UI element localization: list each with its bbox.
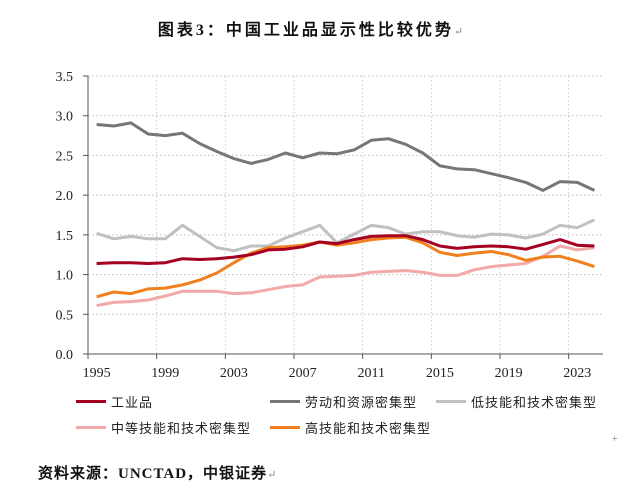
y-tick-label: 2.0 (56, 189, 74, 204)
x-tick-label: 2003 (220, 366, 248, 381)
edge-mark-icon: + (612, 434, 618, 445)
x-tick-label: 1999 (151, 366, 179, 381)
gridlines (88, 75, 603, 354)
paragraph-mark-icon: ↵ (453, 26, 464, 38)
series-line-0 (96, 234, 595, 265)
tick-labels: 0.0 0.5 1.0 1.5 2.0 2.5 3.0 3.5 1995 1999 2003 2007… (56, 70, 592, 381)
legend-swatch (270, 400, 300, 403)
chart-title: 图表3：中国工业品显示性比较优势↵ (0, 16, 621, 40)
legend-item-labor-resource: 劳动和资源密集型 (270, 392, 417, 411)
y-tick-label: 2.5 (56, 149, 74, 164)
legend-item-medium-tech: 中等技能和技术密集型 (76, 418, 251, 437)
x-tick-label: 2015 (426, 366, 454, 381)
legend-label: 劳动和资源密集型 (305, 395, 418, 410)
y-tick-label: 3.0 (56, 110, 74, 125)
legend-item-industrial: 工业品 (76, 392, 153, 411)
y-tick-label: 0.5 (56, 308, 74, 323)
series-line-1 (96, 121, 596, 192)
y-tick-label: 3.5 (56, 70, 74, 85)
legend-label: 低技能和技术密集型 (471, 395, 598, 410)
line-chart: 0.0 0.5 1.0 1.5 2.0 2.5 3.0 3.5 1995 1999 2003 2007… (56, 70, 603, 381)
legend-swatch (436, 400, 466, 403)
x-tick-label: 2011 (358, 366, 385, 381)
legend-swatch (76, 426, 106, 429)
series-line-4 (96, 235, 595, 299)
source-note: 资料来源：UNCTAD，中银证券↵ (38, 462, 276, 483)
series-line-2 (96, 218, 596, 253)
legend-item-low-tech: 低技能和技术密集型 (436, 392, 597, 411)
legend-swatch (76, 400, 106, 403)
x-tick-label: 2023 (563, 366, 591, 381)
series-line-3 (96, 244, 595, 307)
y-tick-label: 0.0 (56, 348, 74, 363)
y-tick-label: 1.0 (56, 269, 74, 284)
legend-item-high-tech: 高技能和技术密集型 (270, 418, 431, 437)
legend-label: 工业品 (111, 395, 154, 410)
x-tick-label: 2007 (289, 366, 317, 381)
series-lines (96, 121, 596, 307)
chart-title-text: 图表3：中国工业品显示性比较优势 (157, 22, 454, 39)
legend-label: 高技能和技术密集型 (305, 421, 432, 436)
legend-label: 中等技能和技术密集型 (111, 421, 252, 436)
paragraph-mark-icon: ↵ (267, 469, 277, 481)
y-tick-label: 1.5 (56, 229, 74, 244)
legend-swatch (270, 426, 300, 429)
x-tick-label: 1995 (83, 366, 111, 381)
axes (83, 75, 603, 359)
x-tick-label: 2019 (495, 366, 523, 381)
source-text: 资料来源：UNCTAD，中银证券 (38, 466, 268, 482)
